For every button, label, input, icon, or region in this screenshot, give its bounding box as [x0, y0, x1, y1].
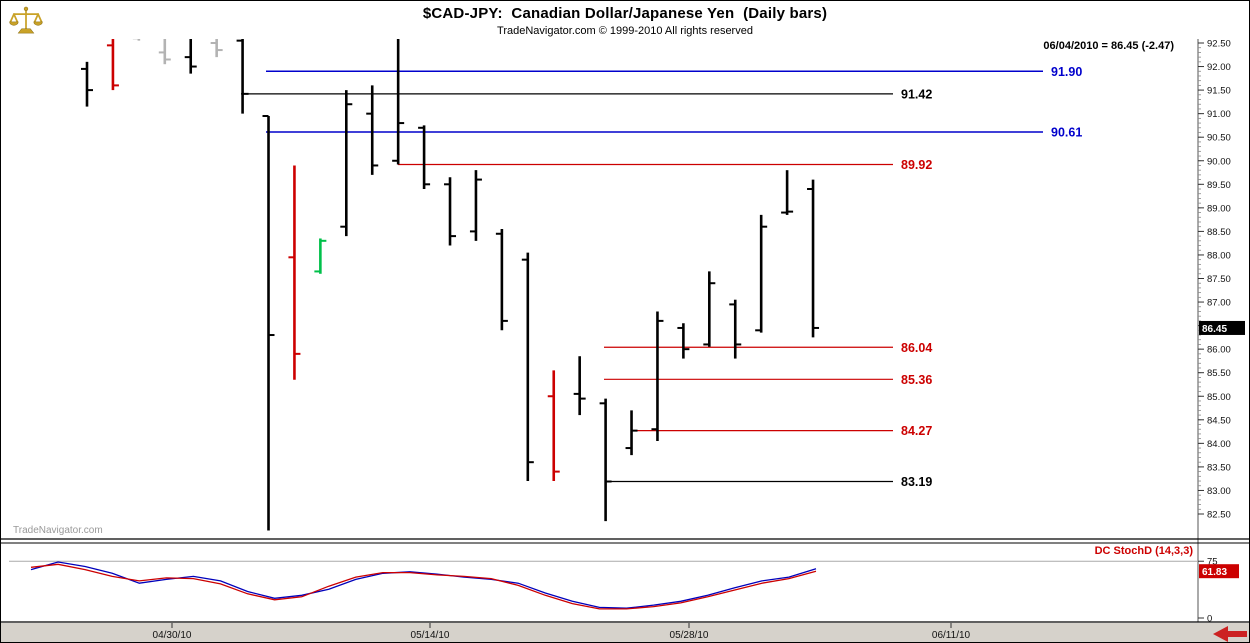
price-axis-label: 89.50	[1207, 180, 1231, 191]
price-axis-label: 83.50	[1207, 462, 1231, 473]
price-axis-label: 88.00	[1207, 250, 1231, 261]
price-axis-label: 87.50	[1207, 274, 1231, 285]
watermark-text: TradeNavigator.com	[13, 525, 103, 536]
level-label: 90.61	[1051, 126, 1082, 140]
level-label: 91.42	[901, 87, 932, 101]
scales-logo-icon	[9, 6, 43, 34]
price-axis-label: 85.00	[1207, 392, 1231, 403]
stoch-d-line	[30, 563, 817, 610]
price-axis-label: 90.00	[1207, 156, 1231, 167]
level-label: 83.19	[901, 475, 932, 489]
level-label: 91.90	[1051, 65, 1082, 79]
price-axis-label: 82.50	[1207, 510, 1231, 521]
chart-title: $CAD-JPY: Canadian Dollar/Japanese Yen (…	[422, 5, 828, 22]
stoch-axis-label: 75	[1207, 557, 1218, 568]
stoch-k-line	[30, 561, 817, 609]
level-label: 86.04	[901, 341, 932, 355]
price-axis-label: 84.50	[1207, 415, 1231, 426]
date-label: 05/28/10	[670, 630, 709, 641]
date-axis-bar	[1, 623, 1249, 642]
stoch-value-badge	[1199, 564, 1239, 579]
date-label: 05/14/10	[411, 630, 450, 641]
price-axis-label: 92.50	[1207, 39, 1231, 50]
price-axis-label: 84.00	[1207, 439, 1231, 450]
indicator-label: DC StochD (14,3,3)	[1095, 545, 1194, 557]
stoch-value: 61.83	[1202, 567, 1227, 578]
price-axis-label: 85.50	[1207, 368, 1231, 379]
date-label: 06/11/10	[932, 630, 971, 641]
price-axis-label: 88.50	[1207, 227, 1231, 238]
last-price-badge	[1199, 320, 1245, 335]
date-label: 04/30/10	[153, 630, 192, 641]
price-axis-label: 91.00	[1207, 109, 1231, 120]
price-axis-label: 86.00	[1207, 345, 1231, 356]
level-label: 89.92	[901, 158, 932, 172]
price-axis-label: 83.00	[1207, 486, 1231, 497]
last-quote-info: 06/04/2010 = 86.45 (-2.47)	[1043, 40, 1174, 52]
price-axis-label: 92.00	[1207, 62, 1231, 73]
level-label: 85.36	[901, 373, 932, 387]
level-label: 84.27	[901, 424, 932, 438]
scroll-left-arrow-icon[interactable]	[1213, 626, 1247, 642]
price-axis-label: 87.00	[1207, 298, 1231, 309]
last-price-value: 86.45	[1202, 324, 1227, 335]
price-axis-label: 90.50	[1207, 133, 1231, 144]
ohlc-bars	[81, 39, 820, 531]
stoch-axis-label: 0	[1207, 614, 1212, 625]
price-axis-label: 89.00	[1207, 203, 1231, 214]
copyright-line: TradeNavigator.com © 1999-2010 All right…	[497, 25, 753, 37]
price-axis-label: 91.50	[1207, 86, 1231, 97]
